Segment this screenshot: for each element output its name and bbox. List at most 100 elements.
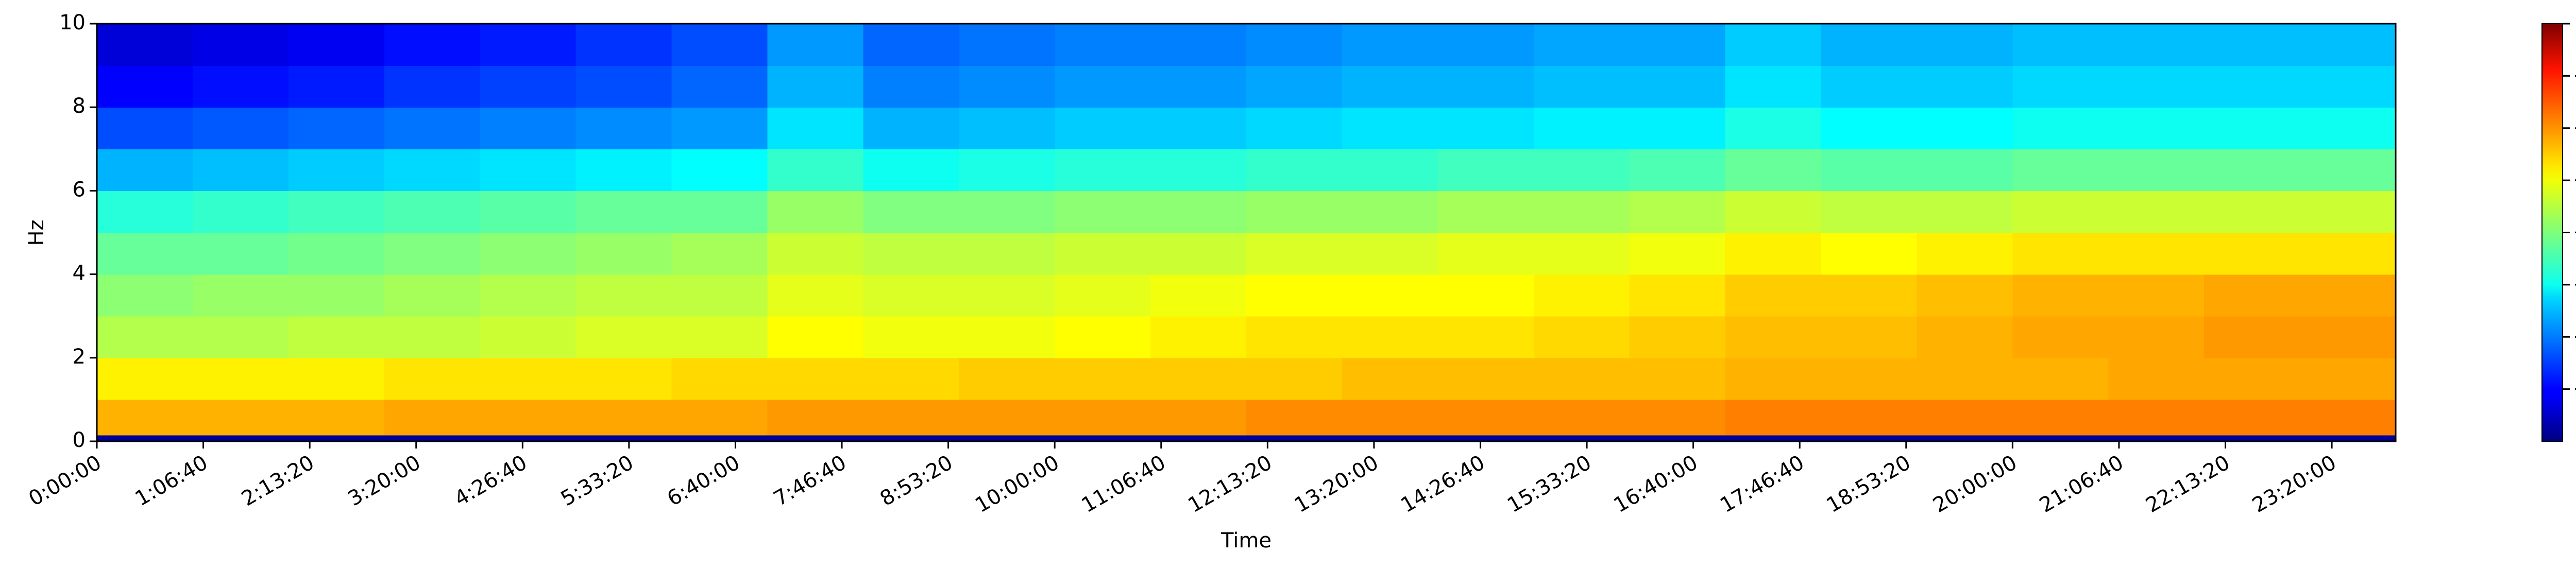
cell	[1342, 107, 1438, 150]
cell	[575, 149, 672, 192]
cell	[97, 149, 193, 192]
cell	[2108, 357, 2205, 400]
cell	[1150, 435, 1247, 442]
cell	[288, 357, 385, 400]
cell	[97, 357, 193, 400]
cell	[959, 191, 1055, 233]
cell	[575, 65, 672, 108]
cell	[863, 24, 960, 66]
cell	[1533, 107, 1630, 150]
cell	[1437, 316, 1534, 358]
cell	[1917, 107, 2013, 150]
cell	[2108, 435, 2205, 442]
x-tick-label: 13:20:00	[1291, 451, 1383, 518]
cell	[2204, 149, 2300, 192]
cell	[671, 191, 768, 233]
cell	[1150, 107, 1247, 150]
cell	[192, 65, 289, 108]
cell	[288, 149, 385, 192]
cell	[1246, 316, 1343, 358]
cell	[1917, 399, 2013, 436]
cell	[1533, 274, 1630, 317]
cell	[480, 149, 577, 192]
y-tick-label: 4	[73, 262, 86, 285]
cell	[863, 232, 960, 275]
cell	[2108, 149, 2205, 192]
cell	[1725, 232, 1822, 275]
cell	[2204, 357, 2300, 400]
cell	[1725, 149, 1822, 192]
cell	[97, 274, 193, 317]
cell	[288, 232, 385, 275]
cell	[767, 65, 864, 108]
colorbar-tick-label: -10 dB	[2574, 63, 2576, 87]
cell	[1725, 65, 1822, 108]
cell	[1055, 399, 1151, 436]
y-tick-label: 2	[73, 345, 86, 369]
cell	[1821, 316, 1918, 358]
cell	[192, 191, 289, 233]
cell	[1150, 232, 1247, 275]
cell	[2108, 399, 2205, 436]
cell	[2012, 149, 2109, 192]
cell	[384, 435, 481, 442]
cell	[1342, 399, 1438, 436]
cell	[1533, 316, 1630, 358]
cell	[575, 357, 672, 400]
cell	[2204, 24, 2300, 66]
cell	[767, 399, 864, 436]
cell	[2108, 24, 2205, 66]
cell	[288, 107, 385, 150]
cell	[575, 191, 672, 233]
cell	[959, 24, 1055, 66]
cell	[1821, 24, 1918, 66]
cell	[2204, 191, 2300, 233]
cell	[384, 232, 481, 275]
cell	[1246, 107, 1343, 150]
cell	[767, 191, 864, 233]
cell	[192, 357, 289, 400]
cell	[1725, 24, 1822, 66]
cell	[2108, 107, 2205, 150]
cell	[863, 107, 960, 150]
cell	[1342, 24, 1438, 66]
x-tick-label: 23:20:00	[2248, 451, 2341, 518]
cell	[1342, 316, 1438, 358]
x-tick-label: 16:40:00	[1610, 451, 1702, 518]
plot-frame	[96, 23, 2397, 442]
colorbar-tick-label: -20 dB	[2574, 115, 2576, 139]
x-tick-label: 14:26:40	[1397, 451, 1489, 518]
cell	[480, 357, 577, 400]
cell	[2108, 274, 2205, 317]
cell	[2300, 24, 2396, 66]
cell	[97, 107, 193, 150]
cell	[288, 399, 385, 436]
cell	[1629, 24, 1726, 66]
x-tick-label: 18:53:20	[1823, 451, 1915, 518]
cell	[959, 435, 1055, 442]
cell	[959, 274, 1055, 317]
cell	[2204, 316, 2300, 358]
cell	[1246, 274, 1343, 317]
cell	[2204, 232, 2300, 275]
cell	[863, 316, 960, 358]
cell	[1055, 107, 1151, 150]
cell	[671, 316, 768, 358]
cell	[575, 399, 672, 436]
cell	[767, 24, 864, 66]
cell	[575, 274, 672, 317]
cell	[1437, 357, 1534, 400]
cell	[1533, 399, 1630, 436]
y-tick-label: 0	[73, 428, 86, 452]
cell	[1629, 435, 1726, 442]
cell	[959, 357, 1055, 400]
cell	[192, 107, 289, 150]
cell	[2108, 191, 2205, 233]
cell	[1150, 357, 1247, 400]
cell	[1246, 191, 1343, 233]
cell	[1150, 274, 1247, 317]
cell	[959, 232, 1055, 275]
x-tick-label: 7:46:40	[770, 451, 851, 511]
cell	[1150, 65, 1247, 108]
cell	[2012, 357, 2109, 400]
